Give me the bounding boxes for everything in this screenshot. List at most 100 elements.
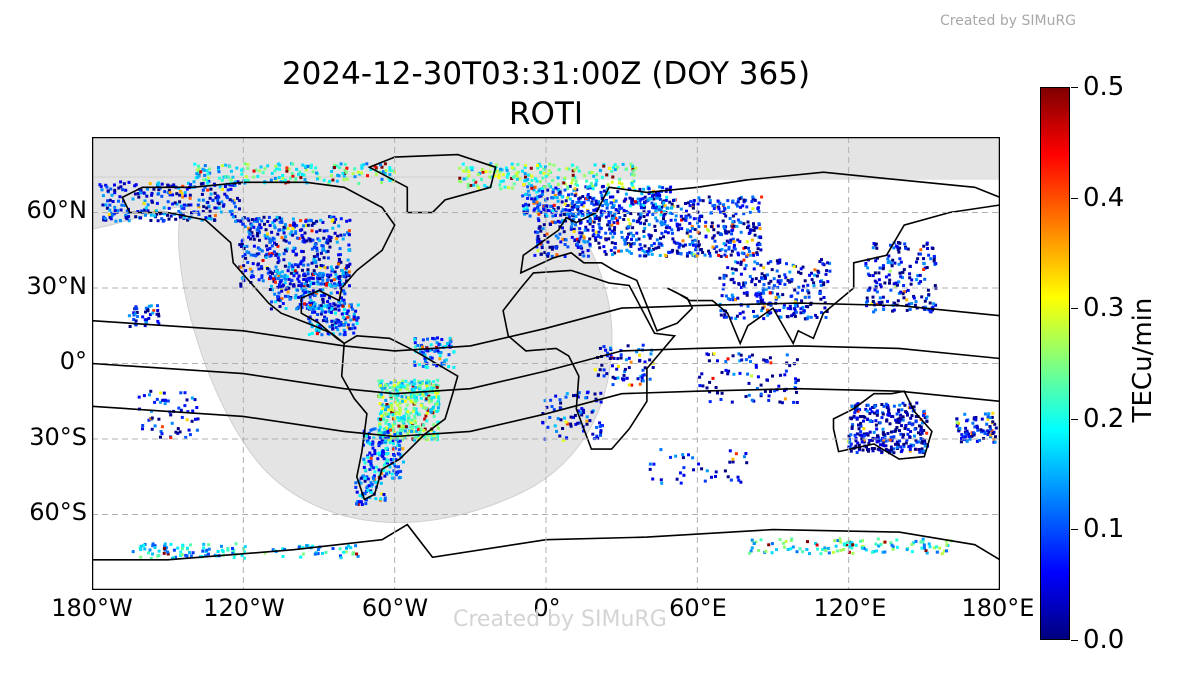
roti-point bbox=[722, 283, 726, 287]
roti-point bbox=[355, 490, 359, 494]
roti-point bbox=[580, 209, 584, 213]
roti-point bbox=[561, 226, 564, 230]
roti-point bbox=[379, 163, 382, 167]
roti-point bbox=[174, 555, 178, 559]
roti-point bbox=[335, 164, 339, 168]
roti-point bbox=[204, 216, 208, 220]
roti-point bbox=[290, 263, 294, 267]
roti-point bbox=[187, 181, 190, 185]
roti-point bbox=[566, 204, 570, 207]
roti-point bbox=[553, 193, 557, 197]
roti-point bbox=[755, 251, 759, 255]
roti-point bbox=[414, 399, 418, 403]
roti-point bbox=[898, 403, 902, 407]
roti-point bbox=[390, 428, 394, 432]
roti-point bbox=[291, 217, 295, 221]
roti-point bbox=[696, 240, 700, 244]
roti-point bbox=[895, 426, 899, 429]
roti-point bbox=[720, 247, 724, 251]
roti-point bbox=[345, 177, 349, 181]
roti-point bbox=[317, 306, 321, 310]
roti-point bbox=[524, 202, 528, 206]
roti-point bbox=[631, 226, 635, 230]
roti-point bbox=[380, 435, 384, 439]
roti-point bbox=[919, 437, 923, 440]
roti-point bbox=[755, 386, 759, 390]
roti-point bbox=[594, 230, 598, 234]
roti-point bbox=[955, 420, 959, 424]
roti-point bbox=[425, 433, 429, 437]
world-map[interactable] bbox=[92, 137, 1000, 590]
roti-point bbox=[188, 433, 192, 437]
roti-point bbox=[731, 271, 735, 275]
roti-point bbox=[150, 427, 154, 431]
roti-point bbox=[363, 492, 367, 496]
roti-point bbox=[419, 346, 422, 350]
roti-point bbox=[268, 224, 272, 227]
roti-point bbox=[676, 228, 680, 232]
roti-point bbox=[461, 169, 465, 173]
roti-point bbox=[986, 415, 990, 419]
roti-point bbox=[745, 240, 749, 244]
roti-point bbox=[296, 277, 300, 281]
roti-point bbox=[246, 260, 250, 264]
roti-point bbox=[384, 461, 388, 465]
roti-point bbox=[403, 436, 407, 440]
roti-point bbox=[558, 398, 562, 402]
roti-point bbox=[938, 546, 942, 550]
roti-point bbox=[708, 201, 712, 205]
roti-point bbox=[916, 257, 920, 261]
roti-point bbox=[963, 435, 967, 439]
roti-point bbox=[533, 253, 537, 257]
roti-point bbox=[769, 260, 773, 264]
roti-point bbox=[920, 546, 924, 550]
roti-point bbox=[288, 232, 292, 236]
roti-point bbox=[363, 468, 367, 472]
roti-point bbox=[820, 311, 823, 315]
roti-point bbox=[377, 395, 381, 399]
map-panel[interactable] bbox=[92, 137, 1000, 590]
roti-point bbox=[848, 445, 852, 449]
roti-point bbox=[564, 199, 568, 203]
roti-point bbox=[241, 255, 245, 258]
roti-point bbox=[541, 412, 545, 415]
roti-point bbox=[388, 433, 392, 437]
roti-point bbox=[443, 344, 447, 348]
roti-point bbox=[294, 231, 298, 235]
roti-point bbox=[316, 254, 319, 258]
roti-point bbox=[591, 228, 595, 232]
roti-point bbox=[993, 440, 997, 444]
roti-point bbox=[425, 397, 429, 401]
roti-point bbox=[342, 311, 346, 315]
roti-point bbox=[605, 192, 609, 196]
roti-point bbox=[563, 416, 566, 420]
roti-point bbox=[254, 168, 258, 172]
roti-point bbox=[900, 408, 904, 412]
roti-point bbox=[353, 167, 357, 171]
roti-point bbox=[321, 288, 325, 292]
roti-point bbox=[726, 266, 730, 270]
roti-point bbox=[381, 387, 385, 391]
roti-point bbox=[908, 447, 912, 451]
roti-point bbox=[381, 450, 384, 454]
roti-point bbox=[409, 399, 413, 403]
roti-point bbox=[739, 205, 743, 209]
roti-point bbox=[855, 451, 859, 454]
roti-point bbox=[374, 497, 378, 501]
roti-point bbox=[208, 167, 212, 171]
roti-point bbox=[384, 384, 388, 388]
roti-point bbox=[572, 188, 576, 192]
roti-point bbox=[654, 202, 657, 206]
roti-point bbox=[285, 275, 289, 278]
roti-point bbox=[151, 542, 155, 546]
roti-point bbox=[935, 550, 939, 554]
roti-point bbox=[806, 540, 809, 544]
roti-point bbox=[199, 182, 203, 186]
roti-point bbox=[288, 282, 292, 286]
roti-point bbox=[910, 550, 914, 554]
roti-point bbox=[163, 402, 167, 406]
roti-point bbox=[630, 201, 634, 205]
roti-point bbox=[763, 389, 767, 393]
roti-point bbox=[278, 280, 282, 284]
roti-point bbox=[189, 183, 193, 187]
